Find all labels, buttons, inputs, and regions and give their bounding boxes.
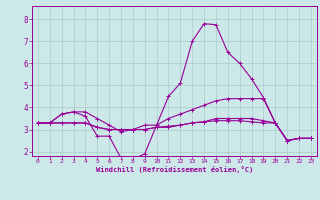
X-axis label: Windchill (Refroidissement éolien,°C): Windchill (Refroidissement éolien,°C) [96, 166, 253, 173]
